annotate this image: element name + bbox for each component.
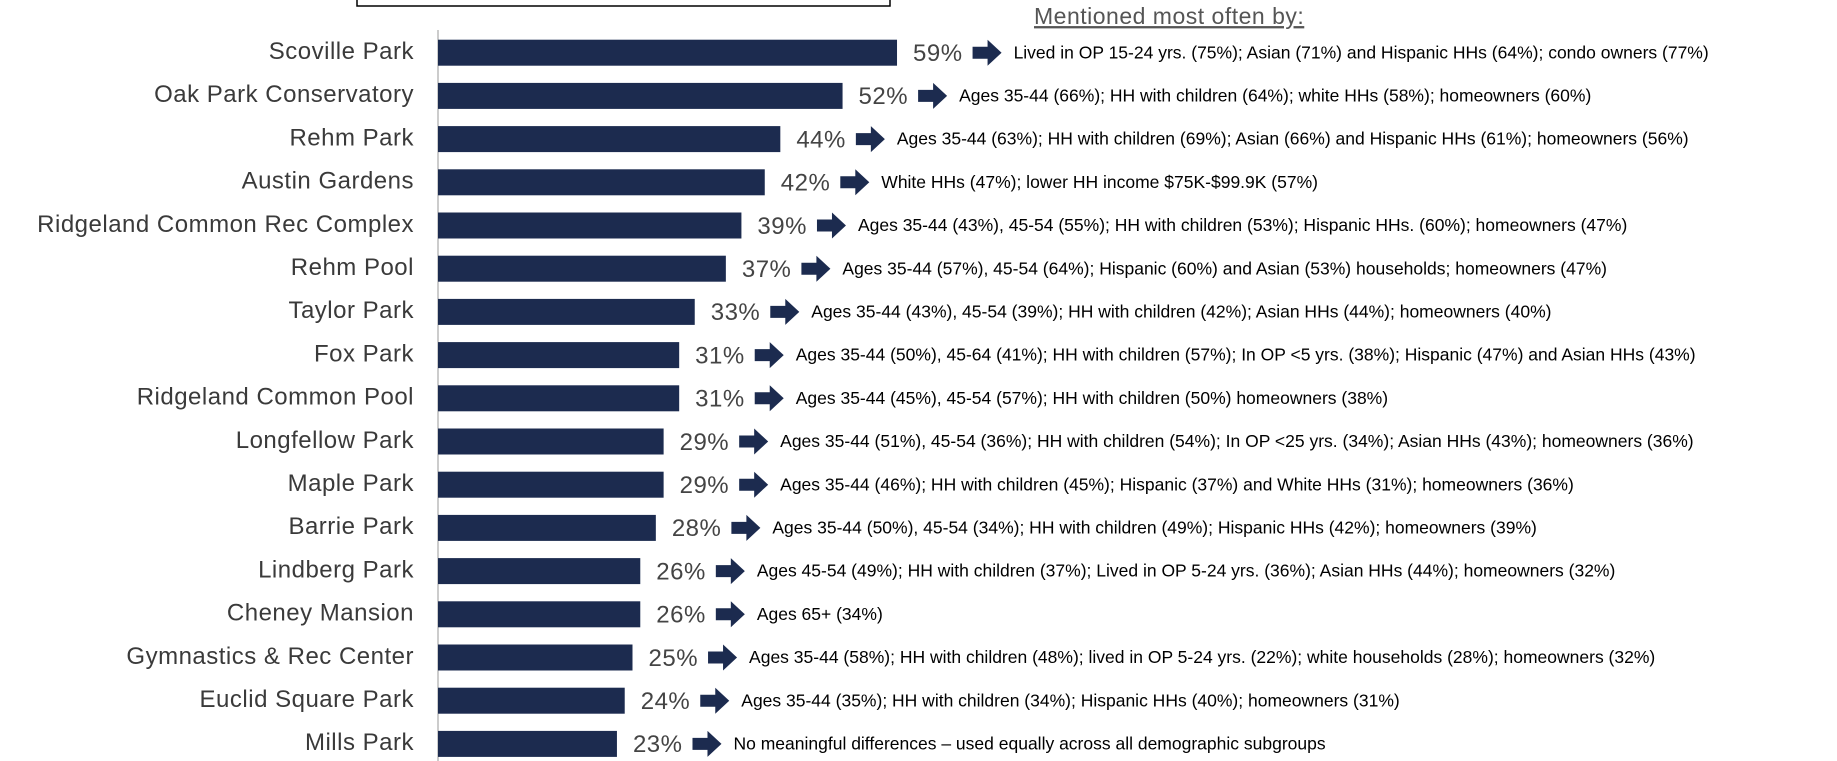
arrow-icon (739, 471, 769, 498)
arrow-icon (715, 558, 745, 585)
bar (438, 298, 695, 325)
arrow-icon (715, 601, 745, 628)
annotation: Ages 35-44 (58%); HH with children (48%)… (749, 647, 1655, 667)
value-label: 42% (781, 170, 831, 197)
annotation: Lived in OP 15-24 yrs. (75%); Asian (71%… (1014, 42, 1709, 62)
bar (438, 471, 664, 498)
category-label: Ridgeland Common Pool (137, 384, 414, 411)
bar (438, 601, 641, 628)
category-label: Maple Park (288, 470, 415, 497)
category-label: Taylor Park (288, 297, 414, 324)
annotation: Ages 35-44 (51%), 45-54 (36%); HH with c… (780, 431, 1693, 451)
annotation: Ages 35-44 (46%); HH with children (45%)… (780, 474, 1574, 494)
value-label: 28% (672, 515, 722, 542)
bar (438, 126, 781, 153)
value-label: 26% (656, 558, 706, 585)
category-label: Euclid Square Park (200, 686, 415, 713)
bar (438, 514, 656, 541)
bar (438, 169, 765, 196)
bar (438, 558, 641, 585)
value-label: 37% (742, 256, 792, 283)
annotation: No meaningful differences – used equally… (733, 734, 1325, 754)
bar (438, 82, 843, 109)
arrow-icon (739, 428, 769, 455)
category-label: Longfellow Park (236, 427, 415, 454)
arrow-icon (731, 514, 761, 541)
annotation: Ages 35-44 (63%); HH with children (69%)… (897, 129, 1689, 149)
category-label: Oak Park Conservatory (154, 81, 414, 108)
annotation: Ages 35-44 (50%), 45-64 (41%); HH with c… (796, 345, 1696, 365)
bar (438, 428, 664, 455)
annotation: Ages 35-44 (50%), 45-54 (34%); HH with c… (772, 518, 1536, 538)
bar (438, 255, 726, 282)
annotation: Ages 35-44 (66%); HH with children (64%)… (959, 86, 1591, 106)
bar (438, 385, 680, 412)
annotation-title: Mentioned most often by: (1034, 3, 1304, 29)
category-label: Cheney Mansion (227, 600, 414, 627)
bar (438, 342, 680, 369)
arrow-icon (840, 169, 870, 196)
bar (438, 212, 742, 239)
value-label: 31% (695, 386, 745, 413)
category-label: Lindberg Park (258, 556, 414, 583)
arrow-icon (972, 39, 1002, 66)
bar (438, 730, 617, 757)
value-label: 25% (649, 645, 699, 672)
category-label: Barrie Park (288, 513, 414, 540)
annotation: Ages 35-44 (45%), 45-54 (57%); HH with c… (796, 388, 1388, 408)
bar (438, 687, 625, 714)
annotation: Ages 35-44 (43%), 45-54 (55%); HH with c… (858, 215, 1627, 235)
value-label: 29% (680, 472, 730, 499)
value-label: 39% (757, 213, 807, 240)
category-label: Ridgeland Common Rec Complex (37, 211, 414, 238)
arrow-icon (918, 82, 948, 109)
bar (438, 39, 898, 66)
value-label: 52% (859, 83, 909, 110)
category-label: Scoville Park (269, 38, 415, 65)
header-box (356, 0, 891, 7)
category-label: Gymnastics & Rec Center (126, 643, 414, 670)
annotation: Ages 45-54 (49%); HH with children (37%)… (757, 561, 1616, 581)
value-label: 29% (680, 429, 730, 456)
arrow-icon (754, 342, 784, 369)
value-label: 31% (695, 342, 745, 369)
arrow-icon (754, 385, 784, 412)
value-label: 59% (913, 40, 963, 67)
annotation: Ages 35-44 (35%); HH with children (34%)… (741, 690, 1399, 710)
annotation: Ages 35-44 (43%), 45-54 (39%); HH with c… (811, 302, 1551, 322)
annotation: Ages 35-44 (57%), 45-54 (64%); Hispanic … (842, 258, 1607, 278)
annotation: White HHs (47%); lower HH income $75K-$9… (881, 172, 1318, 192)
arrow-icon (816, 212, 846, 239)
bar (438, 644, 633, 671)
value-label: 26% (656, 602, 706, 629)
arrow-icon (708, 644, 738, 671)
arrow-icon (801, 255, 831, 282)
value-label: 23% (633, 731, 683, 758)
arrow-icon (700, 687, 730, 714)
value-label: 33% (711, 299, 761, 326)
arrow-icon (692, 730, 722, 757)
annotation: Ages 65+ (34%) (757, 604, 883, 624)
arrow-icon (770, 298, 800, 325)
category-label: Fox Park (314, 340, 415, 367)
category-label: Rehm Pool (291, 254, 414, 281)
category-label: Mills Park (305, 729, 415, 756)
category-label: Rehm Park (289, 124, 414, 151)
arrow-icon (855, 126, 885, 153)
value-label: 24% (641, 688, 691, 715)
category-label: Austin Gardens (242, 168, 414, 195)
value-label: 44% (796, 126, 846, 153)
